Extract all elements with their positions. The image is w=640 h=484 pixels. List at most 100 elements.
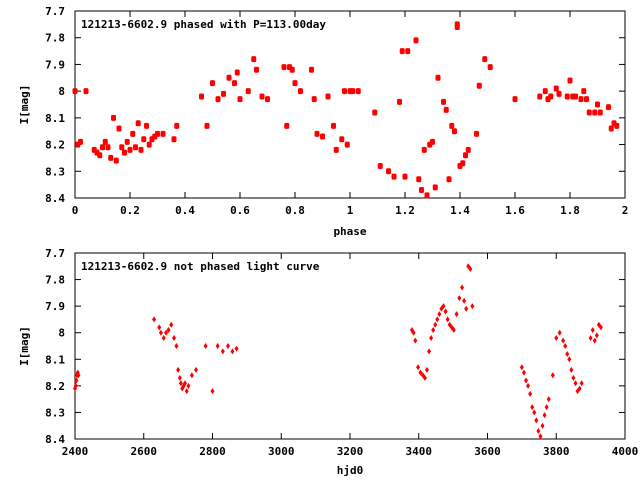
top-x-tick-label: 2 — [622, 204, 629, 217]
data-point — [174, 122, 180, 129]
data-point — [144, 122, 149, 129]
data-point — [220, 348, 225, 355]
data-point — [314, 130, 320, 137]
data-point — [606, 104, 611, 111]
data-point — [427, 348, 432, 355]
data-point — [230, 348, 235, 355]
data-point — [111, 114, 116, 121]
data-point — [74, 377, 79, 384]
data-point — [441, 303, 446, 310]
data-point — [284, 122, 290, 129]
top-series-points — [72, 21, 620, 199]
top-x-tick-label: 0.8 — [285, 204, 305, 217]
data-point — [595, 101, 600, 108]
bottom-plot-frame — [74, 252, 626, 440]
top-y-tick-label: 7.8 — [45, 32, 65, 45]
data-point — [584, 96, 589, 103]
data-point — [405, 48, 411, 55]
data-point — [254, 66, 259, 73]
data-point — [614, 122, 620, 129]
top-y-tick-label: 8.1 — [45, 112, 65, 125]
data-point — [124, 138, 130, 145]
data-point — [431, 327, 436, 334]
data-point — [237, 96, 243, 103]
data-point — [226, 74, 232, 81]
data-point — [234, 345, 239, 352]
data-point — [311, 96, 317, 103]
data-point — [116, 125, 122, 132]
top-x-tick-label: 1.4 — [450, 204, 470, 217]
top-y-tick-label: 7.7 — [45, 5, 65, 18]
data-point — [430, 138, 435, 145]
data-point — [487, 64, 493, 71]
data-point — [83, 88, 89, 95]
top-y-tick-label: 7.9 — [45, 58, 65, 71]
data-point — [245, 88, 251, 95]
bottom-x-axis-label: hjd0 — [337, 464, 364, 477]
bottom-y-tick-label: 8.2 — [45, 380, 65, 393]
data-point — [402, 173, 408, 180]
data-point — [397, 98, 402, 105]
top-x-tick-label: 1 — [347, 204, 354, 217]
data-point — [586, 109, 592, 116]
data-point — [573, 93, 578, 100]
data-point — [476, 82, 482, 89]
data-point — [184, 388, 189, 395]
data-point — [465, 146, 471, 153]
data-point — [339, 136, 345, 143]
bottom-x-tick-label: 3600 — [474, 445, 501, 458]
top-y-tick-label: 8.2 — [45, 139, 65, 152]
data-point — [433, 321, 438, 328]
data-point — [133, 144, 138, 151]
data-point — [460, 284, 465, 291]
data-point — [97, 152, 103, 159]
data-point — [474, 130, 479, 137]
data-point — [122, 149, 127, 156]
bottom-y-tick-label: 8 — [58, 327, 65, 340]
data-point — [557, 329, 562, 336]
data-point — [567, 356, 572, 363]
data-point — [259, 93, 265, 100]
data-point — [138, 146, 144, 153]
data-point — [608, 125, 614, 132]
data-point — [265, 96, 270, 103]
data-point — [377, 162, 383, 169]
data-point — [429, 335, 434, 342]
data-point — [550, 372, 555, 379]
data-point — [443, 308, 448, 315]
data-point — [411, 329, 416, 336]
data-point — [446, 176, 452, 183]
data-point — [78, 138, 83, 145]
data-point — [594, 332, 599, 339]
data-point — [597, 109, 603, 116]
data-point — [177, 374, 182, 381]
data-point — [161, 335, 166, 342]
top-x-tick-label: 0.6 — [230, 204, 250, 217]
data-point — [210, 388, 215, 395]
data-point — [454, 21, 460, 28]
data-point — [391, 173, 397, 180]
data-point — [204, 122, 210, 129]
data-point — [234, 69, 240, 76]
data-point — [443, 106, 449, 113]
data-point — [105, 144, 111, 151]
data-point — [544, 404, 549, 411]
bottom-chart-panel: 2400 2600 2800 3000 3200 3400 3600 3800 4000 7.7 7… — [18, 247, 638, 477]
data-point — [416, 176, 422, 183]
data-point — [524, 377, 528, 384]
data-point — [174, 343, 179, 349]
data-point — [569, 366, 574, 373]
data-point — [413, 337, 418, 344]
data-point — [166, 327, 171, 334]
data-point — [309, 66, 314, 73]
data-point — [325, 93, 331, 100]
data-point — [189, 372, 194, 379]
data-point — [171, 136, 177, 143]
data-point — [141, 136, 147, 143]
data-point — [464, 305, 469, 312]
data-point — [413, 37, 419, 44]
data-point — [435, 74, 441, 81]
bottom-y-tick-label: 8.4 — [45, 433, 65, 446]
data-point — [289, 66, 295, 73]
